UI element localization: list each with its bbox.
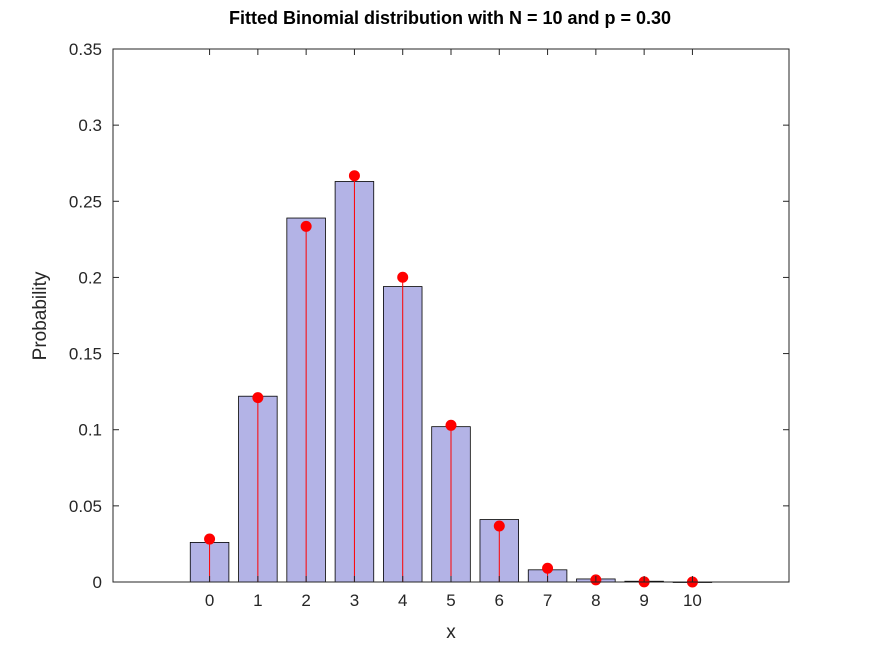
x-tick-label: 3 (350, 591, 359, 610)
chart-title: Fitted Binomial distribution with N = 10… (229, 8, 671, 28)
x-tick-label: 6 (495, 591, 504, 610)
stem-marker (493, 520, 505, 532)
x-tick-label: 8 (591, 591, 600, 610)
y-axis: 0 0.05 0.1 0.15 0.2 0.25 0.3 0.35 (69, 40, 789, 592)
y-tick-label: 0.35 (69, 40, 102, 59)
stem-marker (252, 392, 264, 404)
y-tick-label: 0.1 (78, 421, 102, 440)
y-tick-label: 0 (93, 573, 102, 592)
stem-marker (348, 170, 360, 182)
x-tick-label: 9 (639, 591, 648, 610)
x-tick-label: 10 (683, 591, 702, 610)
y-tick-label: 0.2 (78, 268, 102, 287)
x-tick-label: 4 (398, 591, 407, 610)
stem-marker (542, 562, 554, 574)
x-axis-label: x (446, 622, 456, 643)
y-tick-label: 0.15 (69, 345, 102, 364)
x-tick-label: 2 (301, 591, 310, 610)
y-tick-label: 0.25 (69, 192, 102, 211)
x-tick-label: 7 (543, 591, 552, 610)
y-tick-label: 0.05 (69, 497, 102, 516)
stem-marker (300, 220, 312, 232)
x-tick-label: 5 (446, 591, 455, 610)
stem-marker (204, 533, 216, 545)
y-axis-label: Probability (30, 271, 51, 360)
x-axis: 0 1 2 3 4 5 6 7 8 9 10 (205, 49, 702, 610)
stem-marker (445, 419, 457, 431)
stem-marker (397, 271, 409, 283)
y-tick-label: 0.3 (78, 116, 102, 135)
x-tick-label: 0 (205, 591, 214, 610)
x-tick-label: 1 (253, 591, 262, 610)
